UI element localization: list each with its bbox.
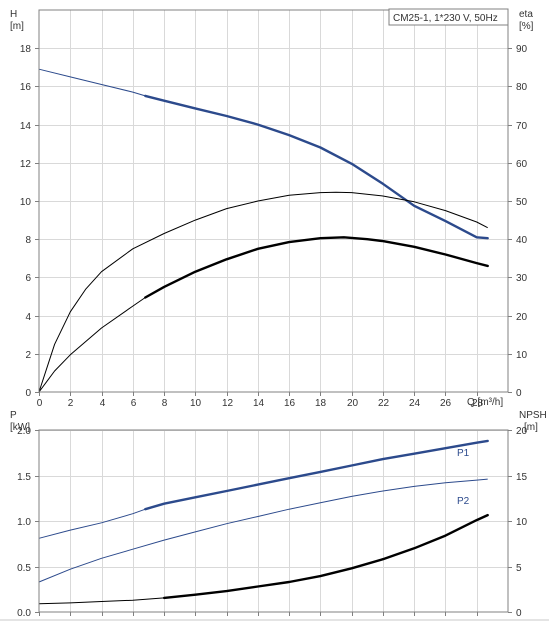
bottom-right-axis-unit: [m]	[524, 422, 538, 433]
top-left-tick-label: 14	[20, 121, 32, 132]
top-right-axis-unit: [%]	[519, 21, 534, 32]
top-left-tick-label: 10	[20, 197, 32, 208]
bottom-left-tick-label: 2.0	[17, 426, 31, 437]
top-x-tick-label: 20	[347, 398, 359, 409]
top-left-tick-label: 8	[25, 235, 31, 246]
bottom-panel-ticks: 0.0 0.5 1.0 1.5 2.0 0 5 10 15 20	[17, 426, 527, 619]
bottom-panel-frame	[38, 429, 509, 613]
top-left-tick-label: 0	[25, 388, 31, 399]
top-x-tick-label: 0	[37, 398, 43, 409]
top-x-tick-label: 10	[190, 398, 202, 409]
top-right-tick-label: 80	[516, 82, 528, 93]
top-panel-frame	[38, 9, 509, 393]
top-left-tick-label: 12	[20, 159, 32, 170]
top-right-axis-title: eta	[519, 9, 533, 20]
series-label-p2: P2	[457, 496, 470, 507]
top-x-tick-label: 18	[315, 398, 327, 409]
top-right-tick-label: 60	[516, 159, 528, 170]
bottom-right-tick-label: 15	[516, 472, 528, 483]
bottom-left-axis-unit: [kW]	[10, 422, 30, 433]
top-x-tick-label: 12	[222, 398, 234, 409]
top-x-axis-title: Q [m³/h]	[467, 397, 503, 408]
top-x-tick-label: 22	[378, 398, 390, 409]
top-right-tick-label: 90	[516, 44, 528, 55]
top-panel-grid	[39, 10, 508, 392]
bottom-series-2-operating-range	[162, 513, 489, 600]
top-x-tick-label: 16	[284, 398, 296, 409]
top-x-tick-label: 6	[131, 398, 137, 409]
top-x-tick-label: 26	[440, 398, 452, 409]
top-left-tick-label: 2	[25, 350, 31, 361]
top-left-tick-label: 6	[25, 273, 31, 284]
top-right-tick-label: 10	[516, 350, 528, 361]
bottom-left-axis-title: P	[10, 410, 17, 421]
bottom-right-axis-title: NPSH	[519, 410, 547, 421]
chart-title: CM25-1, 1*230 V, 50Hz	[393, 13, 498, 24]
bottom-right-tick-label: 0	[516, 608, 522, 619]
bottom-left-tick-label: 1.0	[17, 517, 31, 528]
top-x-tick-label: 24	[409, 398, 421, 409]
bottom-left-tick-label: 1.5	[17, 472, 31, 483]
top-right-tick-label: 50	[516, 197, 528, 208]
top-left-axis-unit: [m]	[10, 21, 24, 32]
bottom-panel-series	[38, 439, 489, 605]
top-x-tick-label: 4	[100, 398, 106, 409]
top-left-tick-label: 18	[20, 44, 32, 55]
top-series-2-operating-range	[144, 236, 489, 299]
top-left-tick-label: 16	[20, 82, 32, 93]
bottom-series-1-line	[38, 478, 488, 583]
top-x-tick-label: 8	[162, 398, 168, 409]
bottom-right-tick-label: 10	[516, 517, 528, 528]
title-box	[388, 8, 509, 26]
bottom-series-0-operating-range	[144, 439, 489, 511]
top-right-tick-label: 30	[516, 273, 528, 284]
top-series-0-operating-range	[144, 94, 489, 240]
top-left-tick-label: 4	[25, 312, 31, 323]
bottom-right-tick-label: 20	[516, 426, 528, 437]
top-panel-series	[38, 68, 489, 393]
top-right-tick-label: 0	[516, 388, 522, 399]
bottom-panel-grid	[39, 430, 508, 612]
top-left-axis-title: H	[10, 9, 17, 20]
top-series-1-line	[38, 191, 488, 393]
top-x-tick-label: 28	[472, 398, 484, 409]
top-x-tick-label: 14	[253, 398, 265, 409]
top-right-tick-label: 20	[516, 312, 528, 323]
top-right-tick-label: 40	[516, 235, 528, 246]
bottom-left-tick-label: 0.0	[17, 608, 31, 619]
bottom-right-tick-label: 5	[516, 563, 522, 574]
top-x-tick-label: 2	[68, 398, 74, 409]
bottom-left-tick-label: 0.5	[17, 563, 31, 574]
series-label-p1: P1	[457, 448, 470, 459]
top-right-tick-label: 70	[516, 121, 528, 132]
